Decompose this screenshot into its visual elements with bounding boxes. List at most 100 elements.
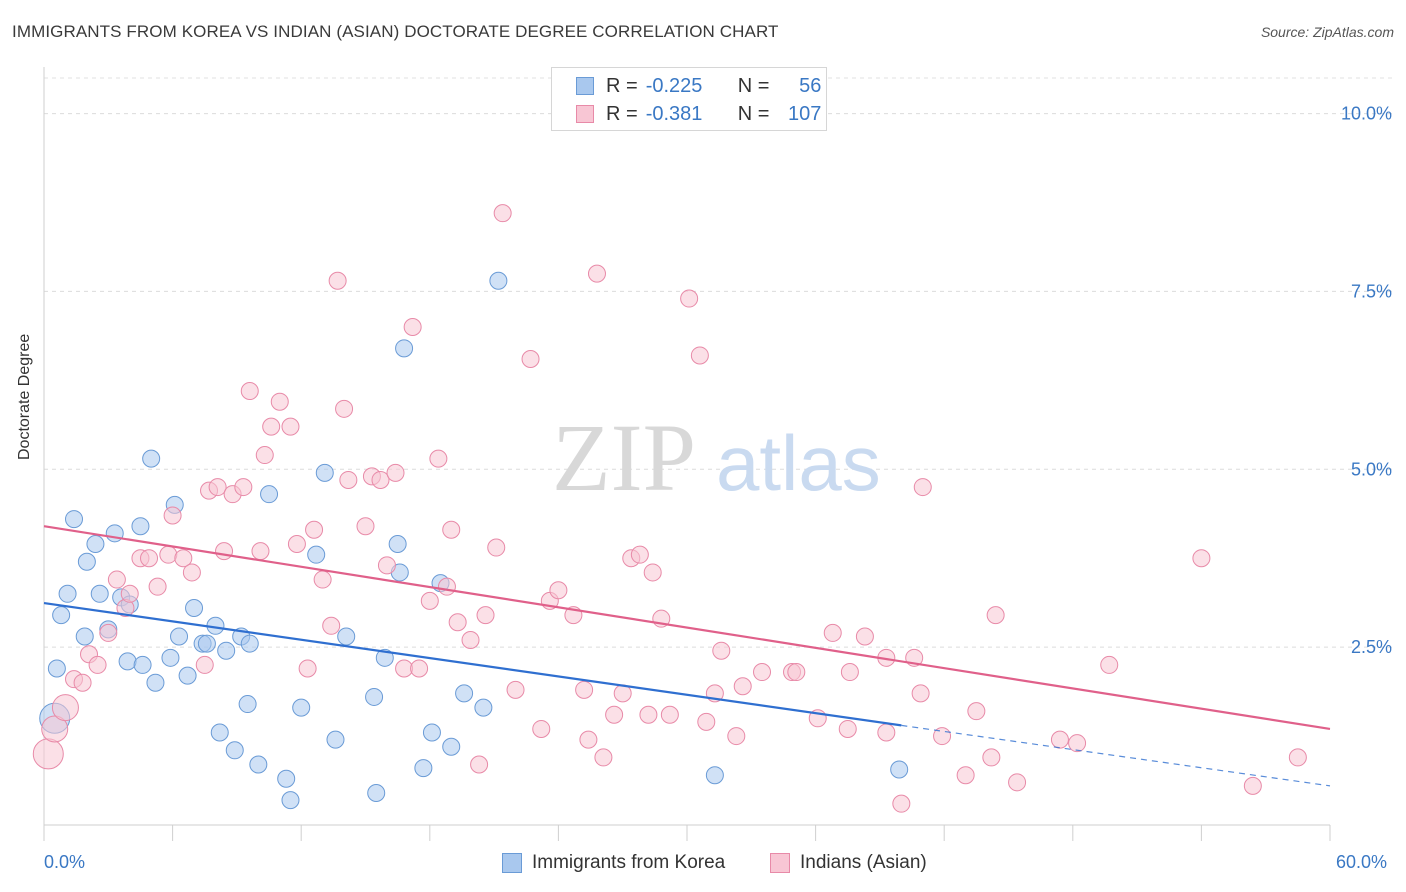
korea-point xyxy=(77,552,96,571)
indian-point xyxy=(493,204,512,223)
indian-point xyxy=(403,318,422,336)
korea-point xyxy=(52,606,71,625)
korea-point xyxy=(455,684,474,703)
korea-point xyxy=(161,648,180,667)
korea-point xyxy=(705,766,724,785)
indian-point xyxy=(575,680,594,699)
korea-point xyxy=(337,627,356,646)
korea-trend-line xyxy=(43,601,902,727)
data-points xyxy=(32,204,1307,813)
indian-point xyxy=(120,584,139,603)
indian-trend-line xyxy=(43,525,1331,731)
source-credit: Source: ZipAtlas.com xyxy=(1260,24,1394,40)
indian-point xyxy=(281,417,300,436)
korea-point xyxy=(307,545,326,564)
korea-point xyxy=(326,730,345,749)
indian-point xyxy=(911,684,930,703)
indian-point xyxy=(251,542,270,561)
korea-point xyxy=(225,741,244,760)
korea-point xyxy=(118,652,137,671)
indian-point xyxy=(660,705,679,724)
indian-point xyxy=(395,659,414,678)
korea-point xyxy=(422,723,441,742)
indian-point xyxy=(437,577,456,596)
indian-point xyxy=(680,289,699,308)
x-tick-max: 60.0% xyxy=(1336,852,1388,872)
trend-lines xyxy=(43,525,1331,787)
indian-point xyxy=(838,719,857,738)
indian-point xyxy=(51,694,79,722)
indian-point xyxy=(371,470,390,489)
indian-point xyxy=(298,659,317,678)
indian-point xyxy=(967,702,986,721)
y-axis-label: Doctorate Degree xyxy=(16,333,33,460)
korea-point xyxy=(365,687,384,706)
indian-point xyxy=(1192,549,1211,568)
korea-point xyxy=(249,755,268,774)
korea-point xyxy=(375,648,394,667)
indian-point xyxy=(639,705,658,724)
indian-point xyxy=(386,463,405,482)
y-tick-label: 10.0% xyxy=(1341,104,1392,124)
n-label: N = xyxy=(737,102,770,125)
korea-point xyxy=(47,659,66,678)
korea-point xyxy=(292,698,311,717)
indian-point xyxy=(182,563,201,582)
indian-point xyxy=(753,663,772,682)
indian-point xyxy=(787,663,806,682)
indian-point xyxy=(733,677,752,696)
y-tick-labels: 2.5% 5.0% 7.5% 10.0% xyxy=(1341,104,1392,658)
y-tick-label: 2.5% xyxy=(1351,637,1392,657)
stats-legend: R = -0.225 N = 56 R = -0.381 N = 107 xyxy=(551,67,827,131)
indian-point xyxy=(712,641,731,660)
korea-point xyxy=(474,698,493,717)
watermark: ZIP atlas xyxy=(552,404,881,511)
indian-point xyxy=(643,563,662,582)
korea-point xyxy=(185,599,204,618)
indian-point xyxy=(855,627,874,646)
indian-point xyxy=(727,727,746,746)
indian-point xyxy=(215,542,234,561)
chart-title: IMMIGRANTS FROM KOREA VS INDIAN (ASIAN) … xyxy=(12,22,779,41)
y-tick-label: 7.5% xyxy=(1351,281,1392,301)
indian-point xyxy=(470,755,489,774)
indian-point xyxy=(174,549,193,568)
indian-point xyxy=(41,715,69,743)
indian-point xyxy=(73,673,92,692)
indian-point xyxy=(313,570,332,589)
r-label: R = xyxy=(606,74,638,97)
indian-point xyxy=(594,748,613,767)
indian-point xyxy=(823,623,842,642)
indian-point xyxy=(877,723,896,742)
indian-point xyxy=(335,399,354,418)
korea-point xyxy=(281,791,300,810)
indian-point xyxy=(506,680,525,699)
indian-point xyxy=(107,570,126,589)
indian-point xyxy=(240,382,259,401)
indian-point xyxy=(532,719,551,738)
r-value: -0.381 xyxy=(645,102,703,125)
korea-point xyxy=(133,655,152,674)
n-value: 107 xyxy=(788,102,822,125)
indian-point xyxy=(159,545,178,564)
korea-point xyxy=(890,760,909,779)
indian-point xyxy=(892,794,911,813)
stats-row-indian: R = -0.381 N = 107 xyxy=(552,100,821,128)
korea-swatch xyxy=(576,77,594,95)
indian-point xyxy=(521,350,540,369)
indian-point xyxy=(956,766,975,785)
korea-point xyxy=(217,641,236,660)
korea-point xyxy=(238,695,257,714)
indian-point xyxy=(461,631,480,650)
korea-point xyxy=(58,584,77,603)
korea-point xyxy=(146,673,165,692)
n-label: N = xyxy=(737,74,770,97)
watermark-zip: ZIP xyxy=(552,404,696,511)
korea-legend-swatch xyxy=(502,853,522,873)
indian-point xyxy=(1008,773,1027,792)
indian-point xyxy=(287,534,306,553)
indian-swatch xyxy=(576,105,594,123)
korea-point xyxy=(414,759,433,778)
legend-item-indian: Indians (Asian) xyxy=(770,852,927,874)
indian-point xyxy=(322,616,341,635)
